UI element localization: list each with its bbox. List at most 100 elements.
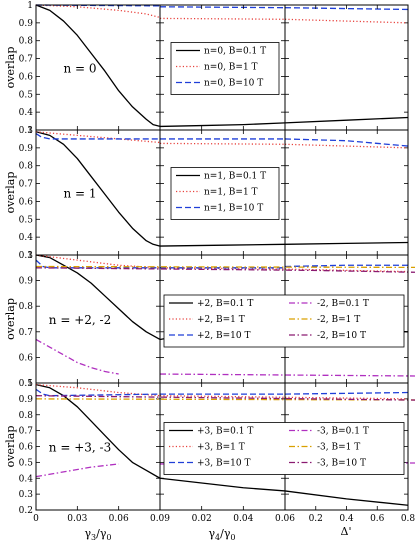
series-line [284,143,409,149]
y-tick-label: 0.3 [19,251,34,261]
axis-title-part: 0 [106,533,111,541]
axis-title-part: γ [208,527,215,540]
y-tick-label: 0.7 [19,180,34,190]
axis-title-part: 0 [230,533,235,541]
legend-label: -3, B=10 T [317,459,366,469]
row-label: n = +3, -3 [49,441,111,455]
y-axis-title: overlap [4,426,17,468]
y-tick-label: 0.6 [19,443,34,453]
series-line [159,6,286,9]
x-tick-label: 0.6 [370,514,385,524]
series-line [35,4,161,128]
legend-label: n=0, B=1 T [204,63,258,73]
y-tick-label: 0.6 [19,353,34,363]
y-tick-label: 0.3 [19,126,34,136]
series-line [35,383,161,479]
y-tick-label: 0.9 [19,277,34,287]
series-line [35,131,161,144]
series-line [35,131,161,247]
y-tick-label: 0.7 [19,328,34,338]
legend-label: +3, B=10 T [197,459,250,469]
x-axis-title-delta: Δ' [341,525,352,538]
x-tick-label: 0 [33,514,39,524]
y-tick-label: 0.8 [19,411,34,421]
series-line [35,383,161,397]
y-tick-label: 0.7 [19,55,34,65]
y-tick-label: 0.6 [19,72,34,82]
axis-title-part: 4 [215,533,220,541]
series-line [159,122,286,128]
y-tick-label: 0.3 [19,490,34,500]
series-line [159,17,286,20]
row-label: n = 1 [63,187,96,201]
legend-label: +3, B=0.1 T [197,427,253,437]
series-line [35,254,161,269]
series-line [35,4,161,19]
x-tick-label: 0.2 [309,514,323,524]
series-line [35,338,119,375]
legend-label: n=0, B=10 T [204,79,263,89]
y-tick-label: 0.5 [19,379,34,389]
series-line [35,254,161,341]
series-line [284,18,409,24]
series-line [35,398,415,401]
x-axis-title-gamma3: γ3/γ0 [84,527,111,541]
series-line [159,395,286,398]
legend-label: -2, B=0.1 T [317,299,369,309]
x-tick-label: 0.03 [67,514,87,524]
y-tick-label: 1 [27,379,33,389]
y-tick-label: 0.4 [19,474,34,484]
legend-box [163,422,405,475]
series-line [284,116,409,124]
x-axis-title-gamma4: γ4/γ0 [208,527,235,541]
legend-label: +2, B=0.1 T [197,299,253,309]
series-line [159,142,286,145]
series-line [284,396,409,400]
series-line [284,391,409,395]
series-line [159,373,415,377]
y-tick-label: 1 [27,1,33,11]
y-tick-label: 0.8 [19,162,34,172]
y-tick-label: 1 [27,251,33,261]
legend-label: -3, B=0.1 T [317,427,369,437]
axis-title-part: γ [84,527,91,540]
axis-title-part: /γ [220,527,231,540]
y-tick-label: 0.6 [19,197,34,207]
legend-box [163,294,405,348]
y-axis-title: overlap [4,172,17,214]
series-line [35,133,160,140]
legend-label: +2, B=1 T [197,315,245,325]
legend-label: n=1, B=1 T [204,188,258,198]
legend-label: +3, B=1 T [197,443,245,453]
series-line [284,264,408,268]
series-line [35,463,119,478]
row-label: n = 0 [63,62,96,76]
series-line [284,7,409,11]
series-line [284,241,409,245]
series-line [159,477,286,492]
y-tick-label: 0.5 [19,215,34,225]
y-tick-label: 0.9 [19,144,34,154]
y-tick-label: 0.9 [19,395,34,405]
x-tick-label: 0.02 [192,514,212,524]
y-tick-label: 0.9 [19,19,34,29]
y-tick-label: 0.8 [19,302,34,312]
y-tick-label: 0.7 [19,427,34,437]
series-line [35,388,161,397]
y-tick-label: 0.4 [19,233,34,243]
legend-label: -2, B=1 T [317,315,360,325]
axis-title-part: 3 [91,533,96,541]
series-line [284,138,409,147]
legend-box [170,42,280,95]
series-line [35,259,160,269]
x-tick-label: 0.09 [150,514,170,524]
legend-label: n=1, B=0.1 T [204,172,266,182]
x-tick-label: 0.8 [401,514,415,524]
y-tick-label: 0.2 [19,506,33,516]
row-label: n = +2, -2 [49,313,111,327]
legend-label: -2, B=10 T [317,331,366,341]
series-line [35,265,415,269]
y-tick-label: 0.4 [19,108,34,118]
legend-label: +2, B=10 T [197,331,250,341]
